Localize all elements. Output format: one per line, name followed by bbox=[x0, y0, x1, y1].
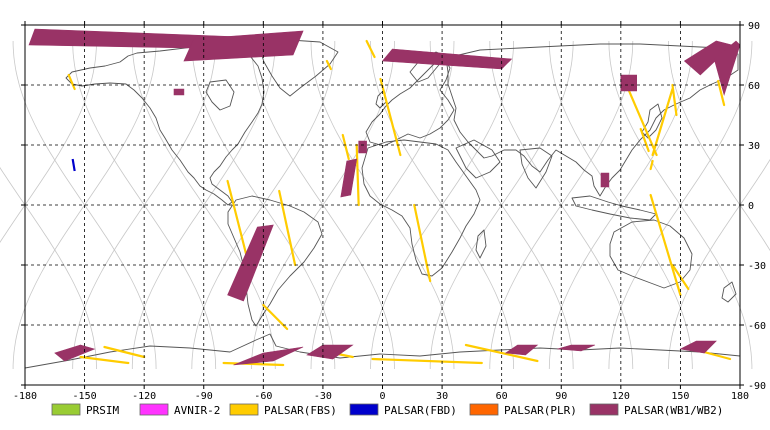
legend-swatch bbox=[469, 403, 499, 416]
x-tick-label: 0 bbox=[379, 391, 385, 402]
legend-swatch bbox=[589, 403, 619, 416]
palsar-wb-swath bbox=[557, 344, 596, 352]
palsar-wb-swath bbox=[173, 88, 185, 96]
palsar-fbs-track bbox=[464, 343, 539, 363]
palsar-wb-swath bbox=[358, 140, 367, 154]
x-tick-label: 180 bbox=[731, 391, 749, 402]
hudson-bay-coastline bbox=[205, 79, 235, 111]
palsar-fbd-layer bbox=[71, 158, 76, 172]
legend-swatch bbox=[229, 403, 259, 416]
palsar-fbs-track bbox=[413, 203, 432, 283]
palsar-fbs-track bbox=[639, 127, 650, 153]
palsar-wb-swath bbox=[620, 74, 638, 92]
india-coastline bbox=[519, 147, 553, 189]
palsar-fbs-track bbox=[649, 159, 654, 171]
x-tick-label: -30 bbox=[314, 391, 332, 402]
y-tick-label: -90 bbox=[748, 381, 766, 392]
palsar-fbs-track bbox=[623, 79, 658, 157]
south-america-coastline bbox=[227, 195, 323, 327]
x-tick-label: 30 bbox=[436, 391, 448, 402]
palsar-fbs-track bbox=[651, 87, 674, 157]
x-tick-label: -180 bbox=[13, 391, 37, 402]
japan-coastline bbox=[641, 103, 663, 139]
madagascar-coastline bbox=[475, 229, 487, 259]
y-tick-label: -30 bbox=[748, 261, 766, 272]
legend-label: PALSAR(WB1/WB2) bbox=[624, 404, 723, 417]
x-tick-label: 60 bbox=[496, 391, 508, 402]
legend-label: PALSAR(FBS) bbox=[264, 404, 337, 417]
legend-item: PRSIM bbox=[51, 403, 119, 417]
palsar-wb-layer bbox=[28, 28, 741, 366]
x-tick-label: -150 bbox=[73, 391, 97, 402]
palsar-wb-swath bbox=[306, 344, 354, 360]
x-tick-label: -120 bbox=[132, 391, 156, 402]
africa-coastline bbox=[361, 139, 481, 277]
y-tick-label: 0 bbox=[748, 201, 754, 212]
palsar-wb-swath bbox=[600, 172, 610, 188]
arabia-coastline bbox=[455, 139, 501, 179]
legend-label: PALSAR(FBD) bbox=[384, 404, 457, 417]
legend-swatch bbox=[51, 403, 81, 416]
palsar-fbs-track bbox=[717, 79, 726, 107]
indonesia-coastline bbox=[571, 195, 657, 221]
y-tick-label: -60 bbox=[748, 321, 766, 332]
legend-swatch bbox=[349, 403, 379, 416]
palsar-fbs-track bbox=[365, 39, 376, 59]
x-tick-label: 120 bbox=[612, 391, 630, 402]
legend-swatch bbox=[139, 403, 169, 416]
legend-label: AVNIR-2 bbox=[174, 404, 220, 417]
palsar-wb-swath bbox=[340, 158, 358, 198]
palsar-wb-swath bbox=[233, 346, 304, 366]
legend-item: PALSAR(FBS) bbox=[229, 403, 337, 417]
legend-label: PRSIM bbox=[86, 404, 119, 417]
x-tick-label: 150 bbox=[671, 391, 689, 402]
palsar-fbs-track bbox=[355, 143, 360, 207]
legend-item: AVNIR-2 bbox=[139, 403, 220, 417]
europe-coastline bbox=[365, 57, 455, 147]
palsar-fbs-track bbox=[79, 355, 130, 365]
palsar-fbs-track bbox=[67, 73, 76, 91]
palsar-wb-swath bbox=[679, 340, 717, 354]
palsar-fbs-track bbox=[649, 193, 682, 297]
axis-ticks: -180 -150 -120 -90 -60 -30 0 30 60 90 120 150 180 90 6… bbox=[13, 21, 766, 402]
graticule-grid bbox=[25, 25, 740, 385]
palsar-fbs-layer bbox=[67, 39, 732, 367]
palsar-fbs-track bbox=[278, 189, 297, 267]
y-tick-label: 90 bbox=[748, 21, 760, 32]
palsar-wb-swath bbox=[183, 30, 304, 62]
palsar-fbs-track bbox=[371, 357, 483, 365]
palsar-wb-swath bbox=[504, 344, 539, 356]
palsar-fbs-track bbox=[222, 361, 285, 367]
palsar-fbs-track bbox=[341, 133, 350, 161]
palsar-fbs-track bbox=[103, 345, 146, 359]
y-tick-label: 30 bbox=[748, 141, 760, 152]
antarctica-coastline bbox=[24, 333, 741, 369]
legend-item: PALSAR(PLR) bbox=[469, 403, 577, 417]
palsar-fbs-track bbox=[379, 77, 402, 157]
legend-item: PALSAR(WB1/WB2) bbox=[589, 403, 723, 417]
x-tick-label: -90 bbox=[195, 391, 213, 402]
legend-item: PALSAR(FBD) bbox=[349, 403, 457, 417]
legend: PRSIM AVNIR-2 PALSAR(FBS) PALSAR(FBD) PALSAR… bbox=[51, 403, 723, 417]
palsar-fbs-track bbox=[325, 59, 332, 71]
greenland-coastline bbox=[257, 39, 339, 97]
legend-label: PALSAR(PLR) bbox=[504, 404, 577, 417]
palsar-wb-swath bbox=[227, 224, 274, 302]
palsar-fbd-track bbox=[71, 158, 76, 172]
y-tick-label: 60 bbox=[748, 81, 760, 92]
x-tick-label: 90 bbox=[555, 391, 567, 402]
x-tick-label: -60 bbox=[254, 391, 272, 402]
new-zealand-coastline bbox=[721, 281, 737, 303]
